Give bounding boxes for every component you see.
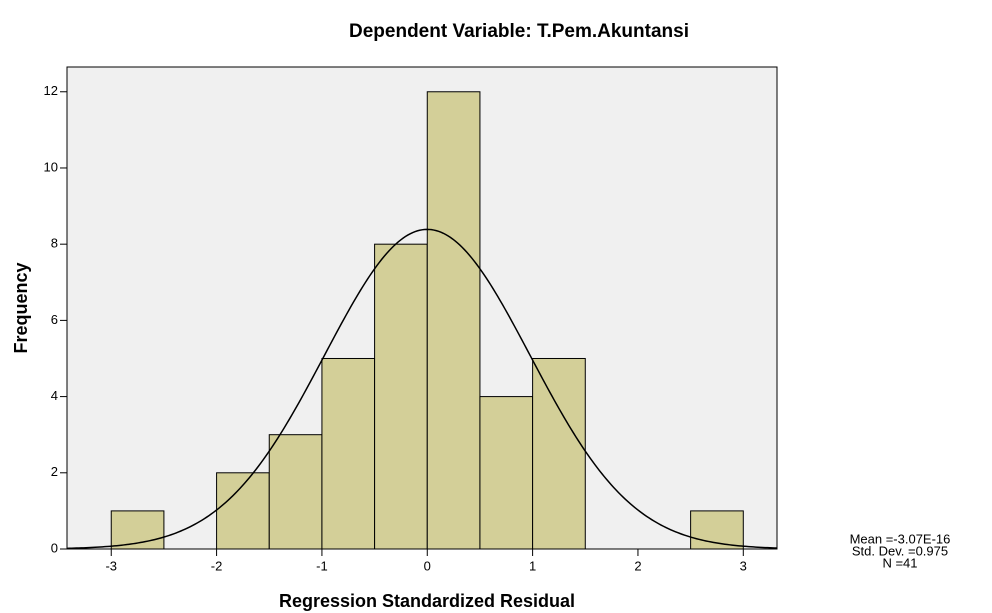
y-tick-label: 6 — [51, 312, 58, 327]
y-tick-label: 4 — [51, 388, 58, 403]
bar — [374, 243, 428, 550]
x-tick-label: -1 — [316, 558, 328, 573]
stat-mean: Mean =-3.07E-16 — [850, 531, 951, 546]
normal-curve — [66, 228, 778, 550]
y-tick-label: 12 — [44, 83, 58, 98]
y-tick-label: 0 — [51, 540, 58, 555]
bar — [532, 357, 586, 550]
y-tick-label: 2 — [51, 464, 58, 479]
x-tick-label: -3 — [105, 558, 117, 573]
x-tick-label: -2 — [211, 558, 223, 573]
chart-title: Dependent Variable: T.Pem.Akuntansi — [349, 21, 689, 42]
stat-std-dev: Std. Dev. =0.975 — [852, 543, 948, 558]
x-tick-label: 2 — [634, 558, 641, 573]
x-tick-label: 3 — [740, 558, 747, 573]
x-axis-title: Regression Standardized Residual — [279, 591, 575, 611]
bar — [426, 91, 481, 550]
y-axis-title: Frequency — [11, 262, 31, 353]
bar — [321, 357, 376, 550]
y-tick-label: 10 — [44, 159, 58, 174]
stat-n: N =41 — [882, 555, 917, 570]
bar — [268, 434, 323, 550]
x-tick-label: 0 — [424, 558, 431, 573]
x-tick-label: 1 — [529, 558, 536, 573]
y-tick-label: 8 — [51, 236, 58, 251]
bar — [479, 396, 534, 550]
